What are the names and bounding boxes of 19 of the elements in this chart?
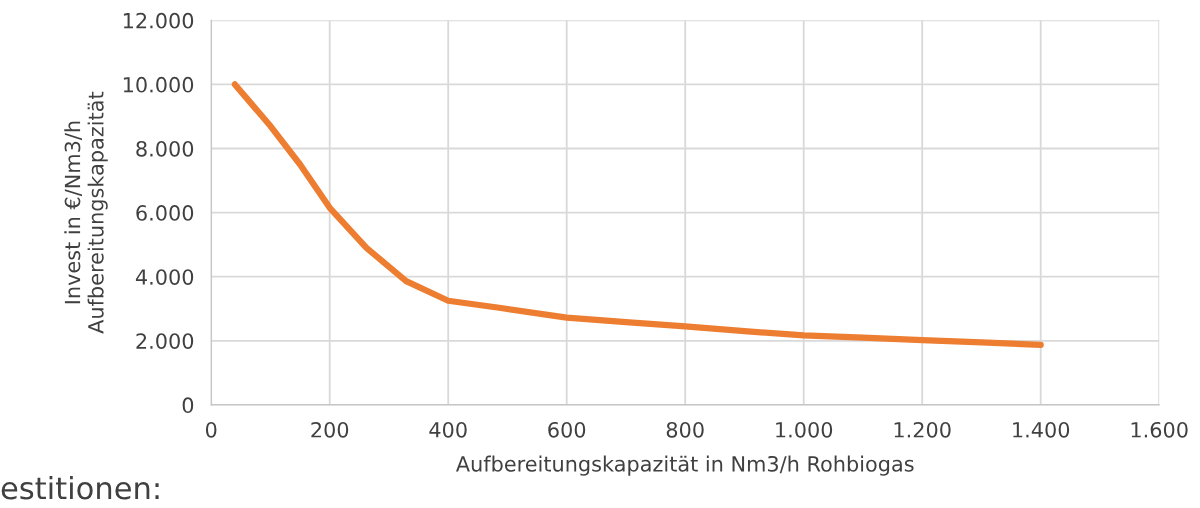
y-tick-label: 0 [182,397,194,414]
y-axis-title: Invest in €/Nm3/h Aufbereitungskapazität [64,91,108,334]
y-tick-label: 6.000 [136,205,194,221]
x-tick-label: 1.400 [1013,421,1070,438]
x-tick-label: 1.600 [1131,421,1188,438]
x-axis-title: Aufbereitungskapazität in Nm3/h Rohbiogas [455,455,914,476]
y-tick-label: 8.000 [136,140,194,157]
text: estitionen: [1,475,159,500]
x-tick-label: 200 [311,421,349,438]
y-tick-label: 10.000 [123,76,194,93]
y-tick-label: 12.000 [123,12,194,29]
x-tick-label: 600 [548,421,586,438]
x-tick-label: 1.000 [776,421,833,438]
x-tick-label: 400 [429,421,467,438]
x-tick-label: 1.200 [894,421,951,438]
x-tick-label: 0 [205,421,217,438]
y-tick-label: 2.000 [136,333,194,349]
x-tick-label: 800 [666,421,704,438]
y-tick-label: 4.000 [135,269,194,285]
